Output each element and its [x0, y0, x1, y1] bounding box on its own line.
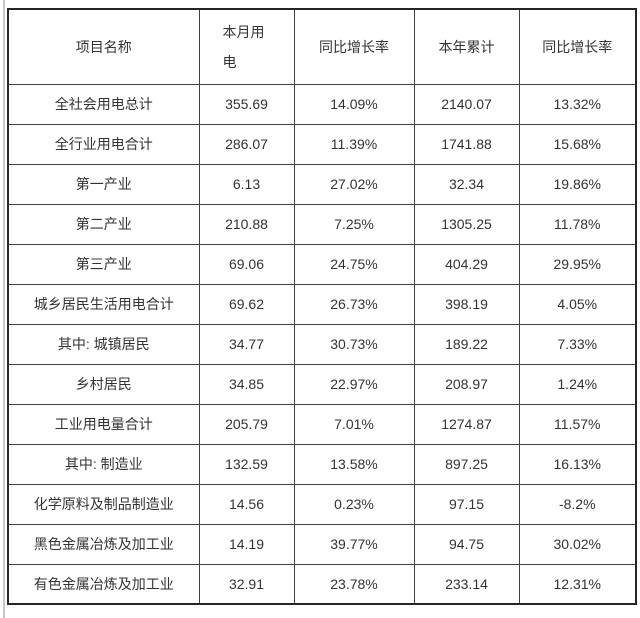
table-row: 化学原料及制品制造业 14.56 0.23% 97.15 -8.2% [7, 483, 637, 525]
cell-month-usage: 132.59 [198, 443, 295, 485]
cell-year-total: 897.25 [413, 443, 520, 485]
cell-year-total: 404.29 [413, 243, 520, 285]
cell-year-yoy-rate: 29.95% [518, 243, 637, 285]
cell-month-usage: 34.77 [198, 323, 295, 365]
cell-project-name: 全社会用电总计 [7, 83, 200, 125]
table-row: 第三产业 69.06 24.75% 404.29 29.95% [7, 243, 637, 285]
cell-month-yoy-rate: 23.78% [293, 563, 415, 605]
cell-month-usage: 69.62 [198, 283, 295, 325]
cell-month-usage: 34.85 [198, 363, 295, 405]
cell-month-yoy-rate: 30.73% [293, 323, 415, 365]
table-row: 第一产业 6.13 27.02% 32.34 19.86% [7, 163, 637, 205]
cell-year-total: 189.22 [413, 323, 520, 365]
cell-year-total: 208.97 [413, 363, 520, 405]
cell-month-usage: 210.88 [198, 203, 295, 245]
cell-year-total: 1741.88 [413, 123, 520, 165]
cell-month-yoy-rate: 13.58% [293, 443, 415, 485]
cell-year-yoy-rate: 13.32% [518, 83, 637, 125]
column-header-month-usage: 本月用电 [198, 8, 295, 85]
cell-project-name: 其中: 制造业 [7, 443, 200, 485]
cell-project-name: 城乡居民生活用电合计 [7, 283, 200, 325]
cell-month-usage: 14.19 [198, 523, 295, 565]
cell-month-yoy-rate: 14.09% [293, 83, 415, 125]
column-header-month-yoy-rate: 同比增长率 [293, 8, 415, 85]
header-row: 项目名称 本月用电 同比增长率 本年累计 同比增长率 [7, 8, 637, 85]
cell-year-yoy-rate: 15.68% [518, 123, 637, 165]
cell-month-usage: 286.07 [198, 123, 295, 165]
cell-year-yoy-rate: 11.78% [518, 203, 637, 245]
cell-month-usage: 6.13 [198, 163, 295, 205]
table-row: 有色金属冶炼及加工业 32.91 23.78% 233.14 12.31% [7, 563, 637, 605]
column-header-year-yoy-rate: 同比增长率 [518, 8, 637, 85]
cell-year-total: 97.15 [413, 483, 520, 525]
table-row: 城乡居民生活用电合计 69.62 26.73% 398.19 4.05% [7, 283, 637, 325]
cell-project-name: 其中: 城镇居民 [7, 323, 200, 365]
cell-month-usage: 205.79 [198, 403, 295, 445]
cell-year-yoy-rate: 19.86% [518, 163, 637, 205]
cell-year-total: 1274.87 [413, 403, 520, 445]
table-row: 工业用电量合计 205.79 7.01% 1274.87 11.57% [7, 403, 637, 445]
cell-month-yoy-rate: 22.97% [293, 363, 415, 405]
cell-month-yoy-rate: 24.75% [293, 243, 415, 285]
cell-year-total: 94.75 [413, 523, 520, 565]
cell-month-yoy-rate: 0.23% [293, 483, 415, 525]
cell-project-name: 乡村居民 [7, 363, 200, 405]
cell-month-yoy-rate: 27.02% [293, 163, 415, 205]
cell-month-yoy-rate: 39.77% [293, 523, 415, 565]
cell-project-name: 第一产业 [7, 163, 200, 205]
cell-month-yoy-rate: 7.25% [293, 203, 415, 245]
cell-year-yoy-rate: 30.02% [518, 523, 637, 565]
cell-year-total: 398.19 [413, 283, 520, 325]
cell-project-name: 第三产业 [7, 243, 200, 285]
table-row: 其中: 制造业 132.59 13.58% 897.25 16.13% [7, 443, 637, 485]
left-vertical-strip [3, 0, 5, 618]
column-header-project-name: 项目名称 [7, 8, 200, 85]
cell-project-name: 有色金属冶炼及加工业 [7, 563, 200, 605]
cell-year-total: 1305.25 [413, 203, 520, 245]
cell-month-usage: 32.91 [198, 563, 295, 605]
table-body: 全社会用电总计 355.69 14.09% 2140.07 13.32% 全行业… [7, 83, 637, 605]
cell-month-yoy-rate: 11.39% [293, 123, 415, 165]
column-header-year-total: 本年累计 [413, 8, 520, 85]
cell-project-name: 第二产业 [7, 203, 200, 245]
cell-project-name: 黑色金属冶炼及加工业 [7, 523, 200, 565]
cell-month-usage: 69.06 [198, 243, 295, 285]
table-row: 黑色金属冶炼及加工业 14.19 39.77% 94.75 30.02% [7, 523, 637, 565]
cell-month-usage: 355.69 [198, 83, 295, 125]
table-row: 第二产业 210.88 7.25% 1305.25 11.78% [7, 203, 637, 245]
cell-project-name: 化学原料及制品制造业 [7, 483, 200, 525]
cell-year-total: 233.14 [413, 563, 520, 605]
table-header: 项目名称 本月用电 同比增长率 本年累计 同比增长率 [7, 8, 637, 85]
table-row: 全社会用电总计 355.69 14.09% 2140.07 13.32% [7, 83, 637, 125]
cell-year-yoy-rate: -8.2% [518, 483, 637, 525]
cell-year-yoy-rate: 4.05% [518, 283, 637, 325]
column-header-month-usage-label: 本月用电 [222, 23, 265, 70]
table-row: 其中: 城镇居民 34.77 30.73% 189.22 7.33% [7, 323, 637, 365]
table-row: 乡村居民 34.85 22.97% 208.97 1.24% [7, 363, 637, 405]
electricity-usage-table: 项目名称 本月用电 同比增长率 本年累计 同比增长率 全社会用电总计 355.6… [7, 8, 637, 605]
cell-year-yoy-rate: 1.24% [518, 363, 637, 405]
cell-month-usage: 14.56 [198, 483, 295, 525]
table-row: 全行业用电合计 286.07 11.39% 1741.88 15.68% [7, 123, 637, 165]
cell-project-name: 工业用电量合计 [7, 403, 200, 445]
cell-year-yoy-rate: 12.31% [518, 563, 637, 605]
cell-year-yoy-rate: 11.57% [518, 403, 637, 445]
cell-year-total: 32.34 [413, 163, 520, 205]
cell-year-total: 2140.07 [413, 83, 520, 125]
cell-month-yoy-rate: 7.01% [293, 403, 415, 445]
cell-year-yoy-rate: 16.13% [518, 443, 637, 485]
cell-month-yoy-rate: 26.73% [293, 283, 415, 325]
cell-project-name: 全行业用电合计 [7, 123, 200, 165]
cell-year-yoy-rate: 7.33% [518, 323, 637, 365]
